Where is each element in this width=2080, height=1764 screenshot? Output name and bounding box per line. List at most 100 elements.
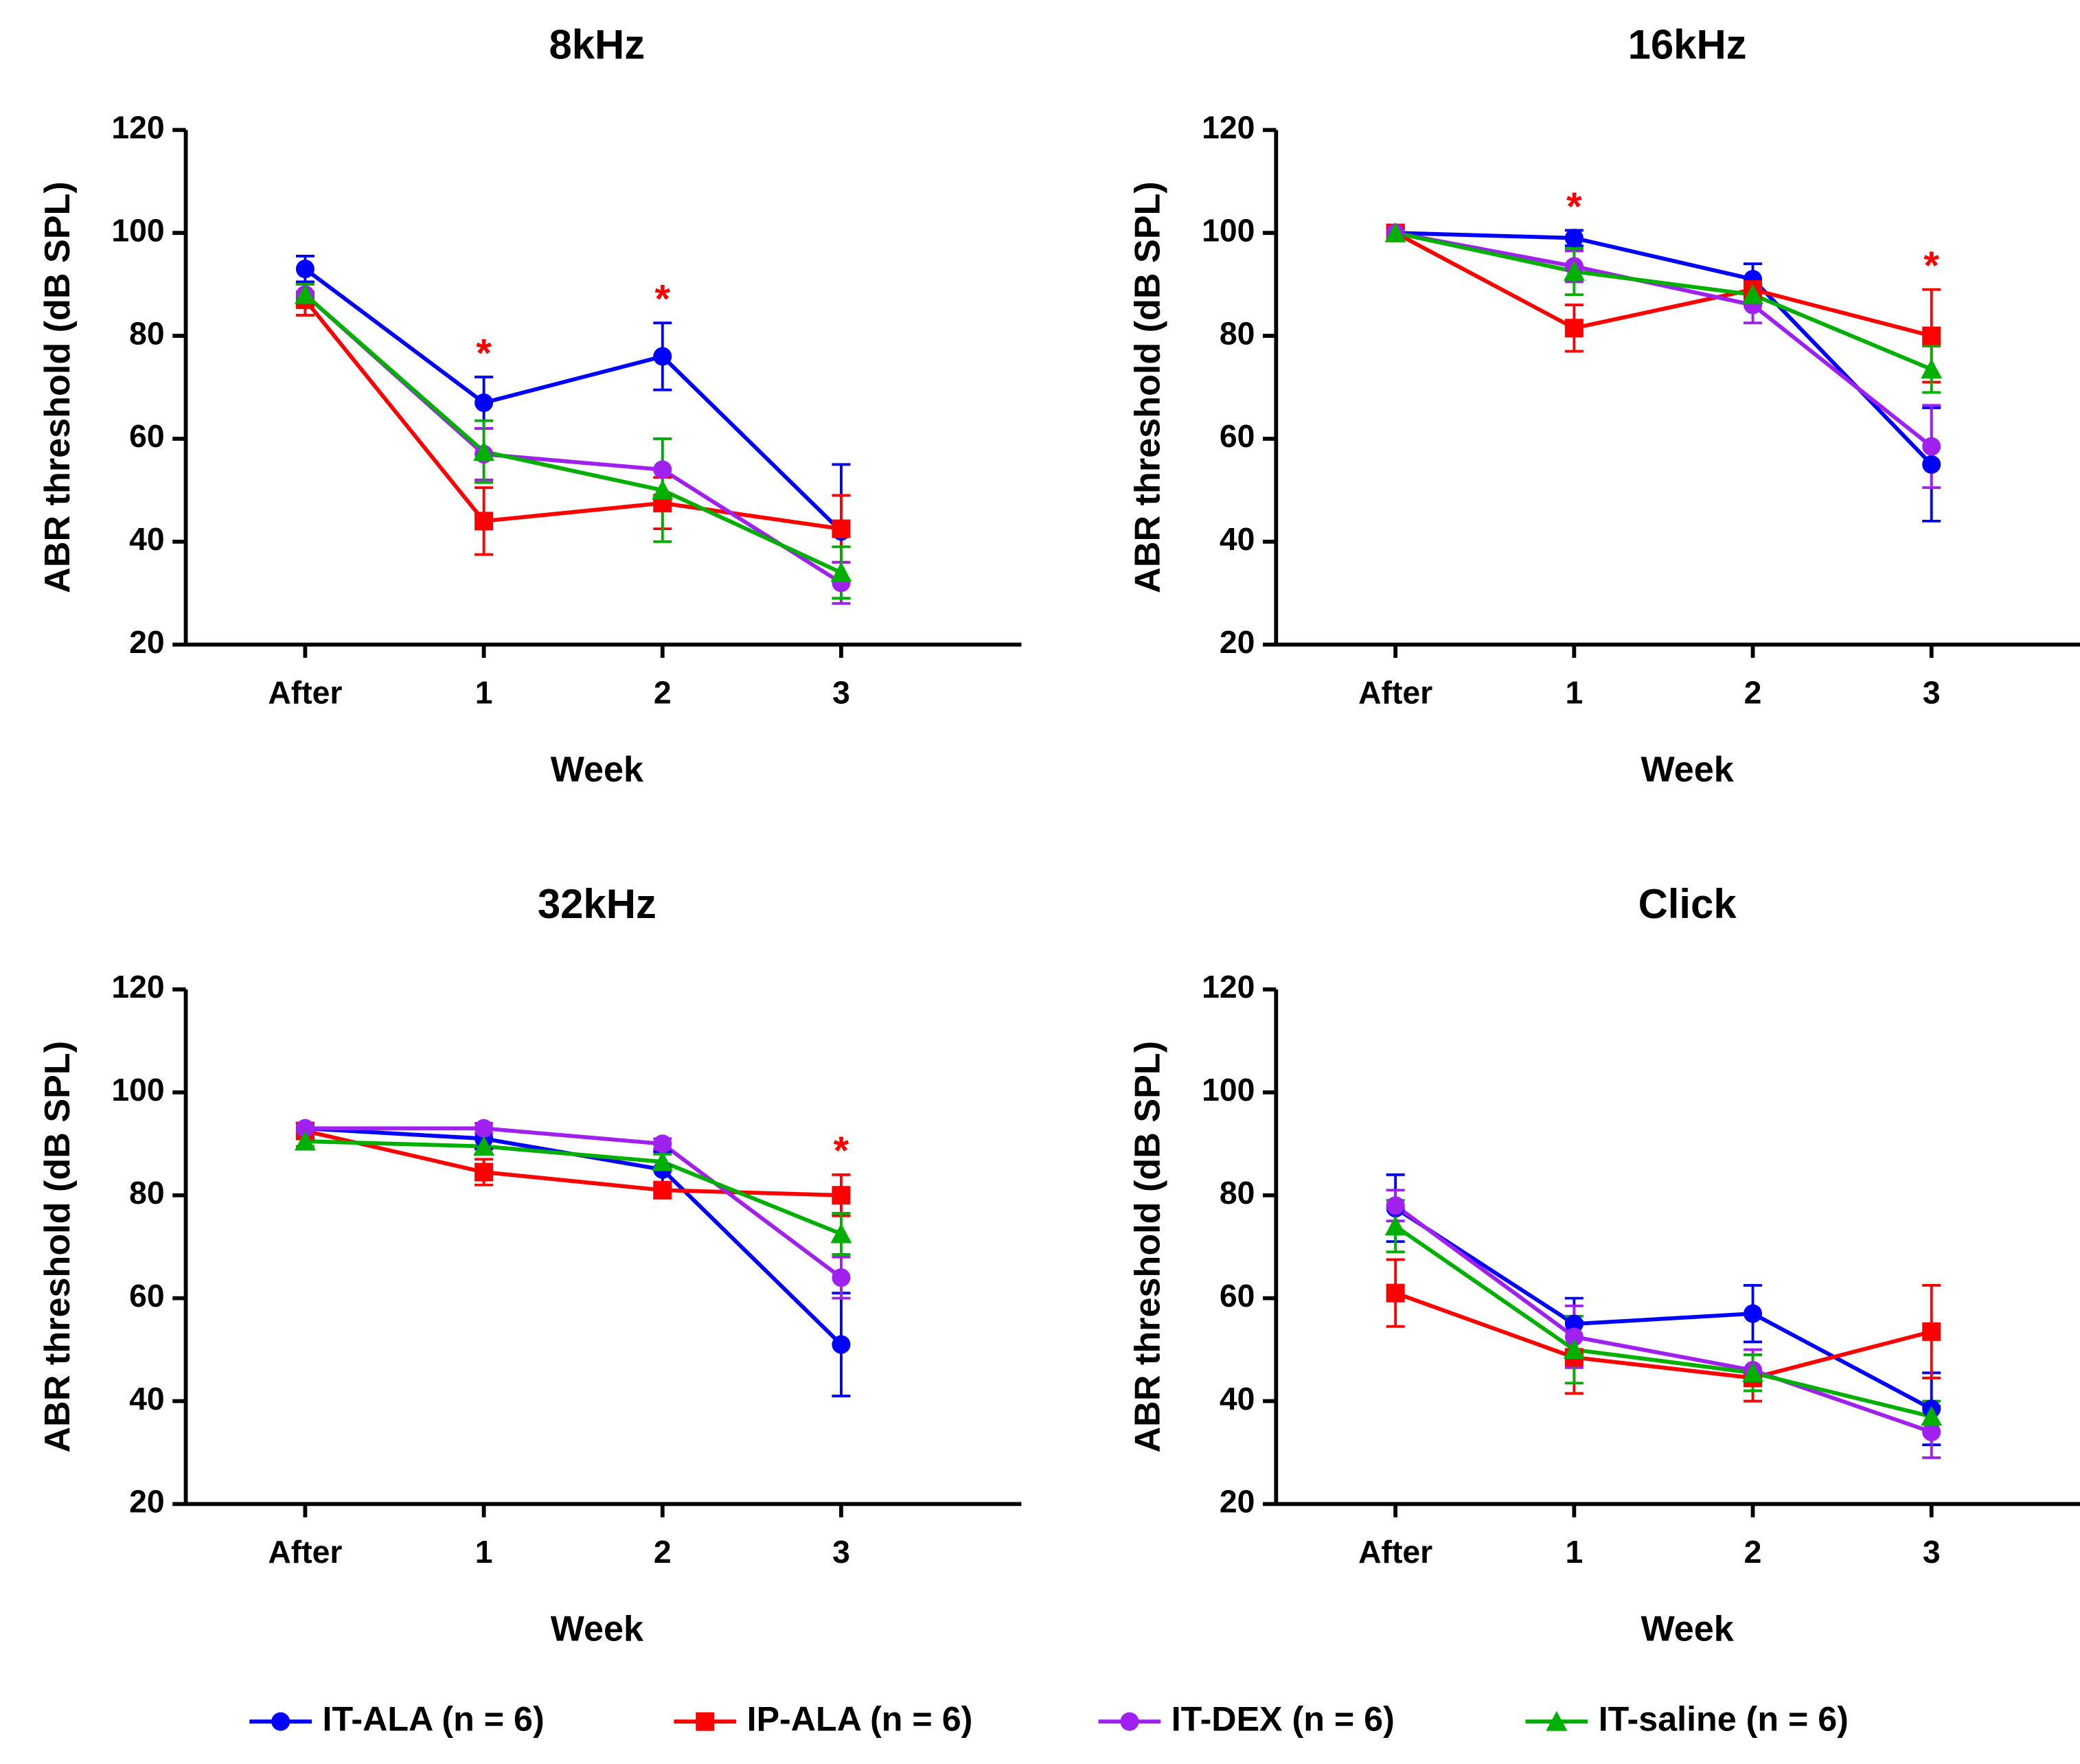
data-point	[1384, 222, 1406, 242]
data-point	[1922, 326, 1941, 345]
data-point	[1563, 1339, 1585, 1360]
y-axis-label: ABR threshold (dB SPL)	[38, 1041, 78, 1453]
legend-marker	[696, 1712, 715, 1731]
data-point	[652, 1151, 674, 1171]
y-tick-label: 120	[1202, 110, 1255, 146]
x-tick-label: 2	[1744, 1534, 1762, 1570]
significance-mark: *	[1923, 244, 1939, 288]
data-point	[1564, 1314, 1584, 1333]
data-point	[473, 1136, 495, 1156]
data-point	[1921, 358, 1943, 379]
x-tick-label: 3	[832, 674, 850, 710]
y-tick-label: 40	[129, 1381, 165, 1417]
y-tick-label: 20	[1220, 624, 1255, 660]
data-point	[1742, 1362, 1763, 1382]
data-point	[294, 1130, 316, 1151]
x-tick-label: 3	[1923, 1534, 1941, 1570]
x-tick-label: 3	[1923, 674, 1941, 710]
series-line	[304, 298, 842, 531]
chart-title: 16kHz	[1628, 21, 1747, 67]
y-tick-label: 100	[111, 1072, 164, 1108]
data-point	[1922, 1422, 1941, 1442]
data-point	[1384, 1215, 1406, 1236]
series-line	[1394, 1206, 1933, 1411]
x-axis-label: Week	[1641, 1610, 1734, 1649]
y-axis-label: ABR threshold (dB SPL)	[1128, 1041, 1168, 1453]
series-line	[1395, 231, 1932, 371]
significance-mark: *	[834, 1129, 849, 1173]
series-line	[1395, 231, 1933, 466]
series-line	[304, 267, 843, 533]
data-point	[294, 284, 316, 304]
significance-mark: *	[1566, 185, 1582, 229]
data-point	[1922, 455, 1941, 474]
data-point	[652, 479, 674, 500]
legend-label: IT-ALA (n = 6)	[323, 1699, 545, 1738]
series-line	[1395, 231, 1933, 448]
y-tick-label: 20	[129, 1484, 165, 1520]
series-line	[304, 293, 843, 575]
data-point	[295, 1119, 315, 1138]
data-point	[475, 1119, 494, 1138]
y-tick-label: 60	[129, 418, 165, 454]
chart-title: 32kHz	[538, 881, 656, 927]
data-point	[1742, 284, 1763, 304]
series-line	[304, 1129, 842, 1198]
data-point	[1386, 1283, 1405, 1303]
y-tick-label: 40	[129, 521, 165, 557]
x-axis-label: Week	[551, 1610, 644, 1649]
data-point	[832, 519, 851, 538]
data-point	[653, 347, 672, 366]
legend-marker	[1546, 1710, 1568, 1731]
series-line	[1395, 1291, 1932, 1380]
x-tick-label: After	[268, 1534, 342, 1570]
y-tick-label: 60	[1220, 418, 1255, 454]
significance-mark: *	[476, 331, 492, 375]
x-tick-label: 1	[475, 1534, 493, 1570]
series-line	[305, 1126, 843, 1347]
y-tick-label: 80	[129, 315, 165, 351]
x-tick-label: 2	[654, 1534, 672, 1570]
legend-label: IT-DEX (n = 6)	[1172, 1699, 1395, 1738]
x-tick-label: 1	[1565, 674, 1583, 710]
data-point	[653, 1180, 672, 1200]
data-point	[1921, 1406, 1943, 1426]
series-line	[1394, 1204, 1932, 1434]
data-point	[1564, 1327, 1584, 1347]
series-line	[305, 1139, 843, 1236]
y-tick-label: 120	[111, 969, 164, 1005]
y-axis-label: ABR threshold (dB SPL)	[1128, 181, 1168, 593]
data-point	[830, 1223, 852, 1244]
y-tick-label: 40	[1220, 1381, 1255, 1417]
y-tick-label: 100	[1202, 1072, 1255, 1108]
chart-title: Click	[1638, 881, 1737, 927]
y-tick-label: 100	[111, 212, 164, 248]
x-tick-label: After	[268, 674, 342, 710]
data-point	[295, 260, 315, 279]
y-tick-label: 100	[1202, 212, 1255, 248]
data-point	[1922, 437, 1941, 456]
x-tick-label: 2	[1744, 674, 1762, 710]
y-tick-label: 60	[129, 1278, 165, 1314]
data-point	[653, 1134, 672, 1154]
data-point	[830, 562, 852, 582]
data-point	[1563, 260, 1585, 281]
data-point	[1564, 319, 1584, 338]
y-tick-label: 40	[1220, 521, 1255, 557]
y-tick-label: 20	[129, 624, 165, 660]
legend-label: IP-ALA (n = 6)	[747, 1699, 973, 1738]
data-point	[832, 1335, 851, 1354]
series-line	[1394, 1224, 1932, 1419]
x-tick-label: 3	[832, 1534, 850, 1570]
x-tick-label: 2	[654, 674, 672, 710]
data-point	[473, 441, 495, 461]
y-tick-label: 80	[1220, 315, 1255, 351]
y-tick-label: 120	[111, 110, 164, 146]
data-point	[475, 1162, 494, 1182]
y-tick-label: 120	[1202, 969, 1255, 1005]
x-tick-label: After	[1358, 674, 1432, 710]
series-line	[305, 1126, 843, 1279]
y-tick-label: 80	[1220, 1175, 1255, 1211]
x-axis-label: Week	[1641, 750, 1734, 790]
